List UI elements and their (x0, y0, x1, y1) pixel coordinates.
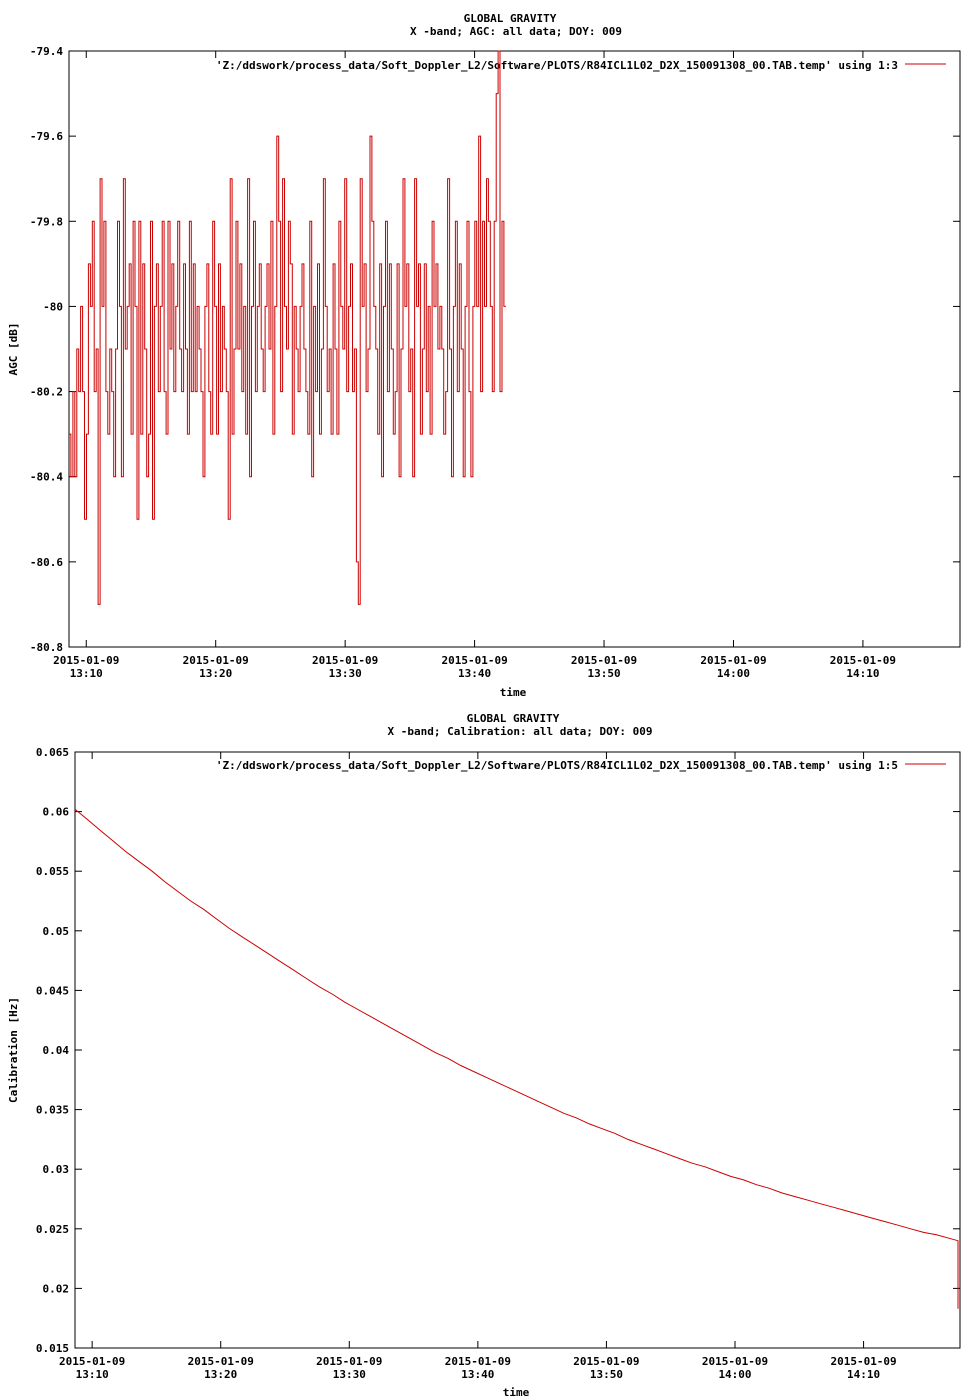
x-tick-time: 13:30 (329, 667, 362, 680)
x-ticks: 2015-01-0913:102015-01-0913:202015-01-09… (53, 51, 896, 680)
legend-label: 'Z:/ddswork/process_data/Soft_Doppler_L2… (216, 59, 898, 72)
y-tick-label: 0.015 (36, 1342, 69, 1355)
y-tick-label: 0.045 (36, 984, 69, 997)
x-tick-time: 13:30 (333, 1368, 366, 1381)
x-tick-date: 2015-01-09 (312, 654, 378, 667)
x-tick-time: 13:50 (587, 667, 620, 680)
x-tick-time: 13:20 (204, 1368, 237, 1381)
x-tick-date: 2015-01-09 (573, 1355, 639, 1368)
y-tick-label: 0.065 (36, 746, 69, 759)
y-tick-label: -79.4 (30, 45, 63, 58)
x-tick-date: 2015-01-09 (183, 654, 249, 667)
plot-frame (68, 50, 961, 648)
x-tick-time: 14:00 (718, 1368, 751, 1381)
x-tick-date: 2015-01-09 (59, 1355, 125, 1368)
y-tick-label: 0.055 (36, 865, 69, 878)
agc-series-line (69, 50, 506, 605)
chart-title: GLOBAL GRAVITY (464, 12, 557, 25)
y-tick-label: -79.8 (30, 215, 63, 228)
y-tick-label: -79.6 (30, 130, 63, 143)
y-ticks: -79.4 -79.6 -79.8 -80 -80.2 -80.4 -80.6 -80.8 (30, 45, 960, 654)
x-tick-time: 13:50 (590, 1368, 623, 1381)
x-tick-time: 14:10 (847, 1368, 880, 1381)
x-tick-time: 13:10 (76, 1368, 109, 1381)
y-tick-label: 0.04 (43, 1044, 70, 1057)
plot-frame (74, 751, 961, 1349)
legend-label: 'Z:/ddswork/process_data/Soft_Doppler_L2… (216, 759, 898, 772)
x-tick-date: 2015-01-09 (188, 1355, 254, 1368)
x-tick-time: 14:10 (846, 667, 879, 680)
x-tick-date: 2015-01-09 (53, 654, 119, 667)
x-tick-date: 2015-01-09 (571, 654, 637, 667)
y-axis-label: Calibration [Hz] (7, 997, 20, 1103)
y-tick-label: 0.035 (36, 1104, 69, 1117)
y-tick-label: -80.2 (30, 386, 63, 399)
y-tick-label: -80.8 (30, 641, 63, 654)
y-tick-label: -80.4 (30, 471, 63, 484)
x-tick-date: 2015-01-09 (316, 1355, 382, 1368)
y-axis-label: AGC [dB] (7, 323, 20, 376)
y-tick-label: 0.05 (43, 925, 70, 938)
x-tick-time: 13:40 (461, 1368, 494, 1381)
calibration-chart: GLOBAL GRAVITY X -band; Calibration: all… (7, 712, 961, 1399)
y-tick-label: 0.025 (36, 1223, 69, 1236)
x-tick-time: 13:10 (70, 667, 103, 680)
y-tick-label: 0.06 (43, 806, 70, 819)
chart-title: GLOBAL GRAVITY (467, 712, 560, 725)
y-tick-label: 0.03 (43, 1163, 70, 1176)
x-axis-label: time (500, 686, 527, 699)
x-tick-date: 2015-01-09 (702, 1355, 768, 1368)
x-tick-time: 13:40 (458, 667, 491, 680)
x-ticks: 2015-01-0913:102015-01-0913:202015-01-09… (59, 752, 897, 1381)
y-ticks: 0.065 0.06 0.055 0.05 0.045 0.04 0.035 0.03 0.02… (36, 746, 960, 1355)
calibration-series-line (74, 808, 959, 1309)
x-axis-label: time (503, 1386, 530, 1399)
x-tick-time: 14:00 (717, 667, 750, 680)
chart-subtitle: X -band; AGC: all data; DOY: 009 (410, 25, 622, 38)
y-tick-label: 0.02 (43, 1282, 70, 1295)
x-tick-date: 2015-01-09 (830, 1355, 896, 1368)
x-tick-date: 2015-01-09 (445, 1355, 511, 1368)
y-tick-label: -80.6 (30, 556, 63, 569)
x-tick-date: 2015-01-09 (700, 654, 766, 667)
x-tick-time: 13:20 (199, 667, 232, 680)
x-tick-date: 2015-01-09 (830, 654, 896, 667)
x-tick-date: 2015-01-09 (441, 654, 507, 667)
y-tick-label: -80 (43, 300, 63, 313)
chart-subtitle: X -band; Calibration: all data; DOY: 009 (388, 725, 653, 738)
agc-chart: GLOBAL GRAVITY X -band; AGC: all data; D… (7, 12, 961, 699)
